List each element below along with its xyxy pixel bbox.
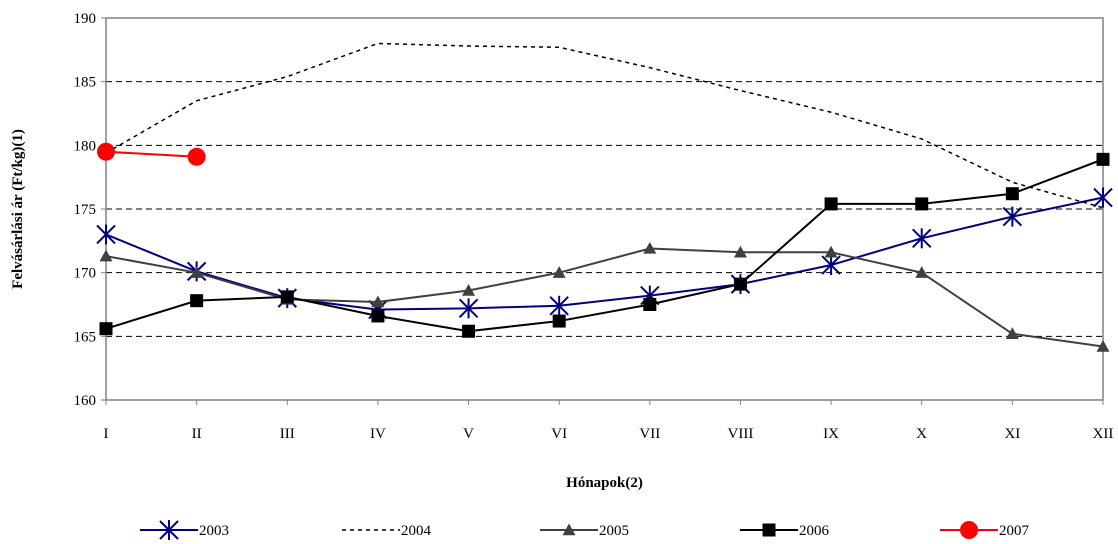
series-line-2005 (105, 247, 1104, 348)
y-tick-label: 160 (74, 393, 97, 409)
legend-label: 2005 (599, 523, 629, 539)
x-tick-label: I (104, 426, 109, 442)
data-point-2006 (371, 309, 385, 323)
data-point-2003 (912, 228, 932, 249)
x-tick-label: VI (551, 426, 567, 442)
series-line-2006 (105, 158, 1104, 333)
y-tick-label: 175 (74, 202, 97, 218)
data-point-2003 (821, 255, 841, 276)
series-2005 (99, 241, 1110, 352)
data-point-2003 (1093, 187, 1113, 208)
data-point-2006 (462, 324, 476, 338)
data-point-2005 (99, 249, 113, 262)
data-point-2005 (915, 266, 929, 278)
data-point-2005 (371, 295, 385, 308)
data-point-2005 (190, 266, 204, 278)
series-line-2003 (105, 196, 1104, 311)
series-line-2004 (105, 42, 1104, 209)
legend-item-2006: 2006 (740, 523, 830, 539)
legend-label: 2004 (401, 523, 432, 539)
legend-label: 2006 (799, 523, 830, 539)
x-tick-label: IV (370, 426, 386, 442)
x-tick-label: II (192, 426, 202, 442)
legend-item-2004: 2004 (342, 523, 432, 539)
x-tick-label: X (916, 426, 927, 442)
data-point-2006 (99, 322, 113, 336)
legend-label: 2003 (199, 523, 229, 539)
legend-marker (159, 520, 179, 540)
data-point-2006 (1005, 187, 1019, 201)
y-axis-title: Felvásárlási ár (Ft/kg)(1) (10, 129, 26, 289)
series-2004 (105, 42, 1104, 209)
data-point-2005 (1005, 327, 1019, 339)
y-tick-label: 185 (74, 75, 97, 91)
x-tick-label: XII (1093, 426, 1114, 442)
x-tick-label: IX (823, 426, 839, 442)
x-tick-label: V (463, 426, 474, 442)
y-tick-label: 165 (74, 329, 97, 345)
data-point-2005 (552, 266, 566, 278)
y-axis-tick-labels: 160 165 170 175 180 185 190 (74, 11, 97, 409)
data-point-2007 (187, 147, 206, 166)
legend-marker (762, 523, 776, 537)
x-axis-tick-labels: I II III IV V VI VII VIII IX X XI XII (104, 426, 1114, 442)
data-point-2005 (462, 283, 476, 296)
legend-item-2003: 2003 (140, 520, 229, 540)
data-point-2005 (643, 241, 657, 254)
y-tick-label: 190 (74, 11, 97, 27)
x-tick-label: XI (1004, 426, 1020, 442)
data-point-2006 (552, 314, 566, 328)
x-axis-title: Hónapok(2) (566, 475, 643, 491)
data-point-2006 (643, 298, 657, 311)
series-2003 (96, 187, 1113, 320)
series-2006 (99, 152, 1110, 338)
legend-item-2007: 2007 (940, 521, 1030, 539)
data-point-2006 (1096, 152, 1110, 166)
plot-area-frame (105, 17, 1104, 401)
data-point-2005 (1096, 340, 1110, 352)
x-tick-label: VIII (728, 426, 754, 442)
data-point-2003 (458, 298, 479, 319)
data-point-2003 (96, 224, 116, 245)
series-line-2007 (105, 150, 197, 158)
y-tick-label: 170 (74, 266, 97, 282)
data-point-2006 (733, 277, 747, 291)
data-point-2003 (549, 295, 569, 316)
data-point-2006 (915, 197, 929, 211)
legend-marker (562, 523, 576, 536)
legend-marker (960, 521, 978, 539)
data-point-2006 (280, 290, 294, 304)
x-tick-label: VII (639, 426, 660, 442)
data-point-2005 (733, 245, 747, 258)
x-tick-label: III (280, 426, 295, 442)
data-point-2007 (97, 142, 115, 161)
data-point-2006 (190, 294, 204, 308)
data-point-2003 (1002, 206, 1023, 227)
series-layer (96, 42, 1113, 352)
legend: 2003 2004 2005 2006 2007 (140, 520, 1030, 540)
gridlines (101, 17, 1104, 405)
data-point-2005 (824, 245, 838, 258)
legend-label: 2007 (999, 523, 1030, 539)
series-2007 (97, 142, 206, 166)
y-tick-label: 180 (74, 138, 97, 154)
legend-item-2005: 2005 (540, 523, 629, 539)
data-point-2006 (824, 197, 838, 211)
